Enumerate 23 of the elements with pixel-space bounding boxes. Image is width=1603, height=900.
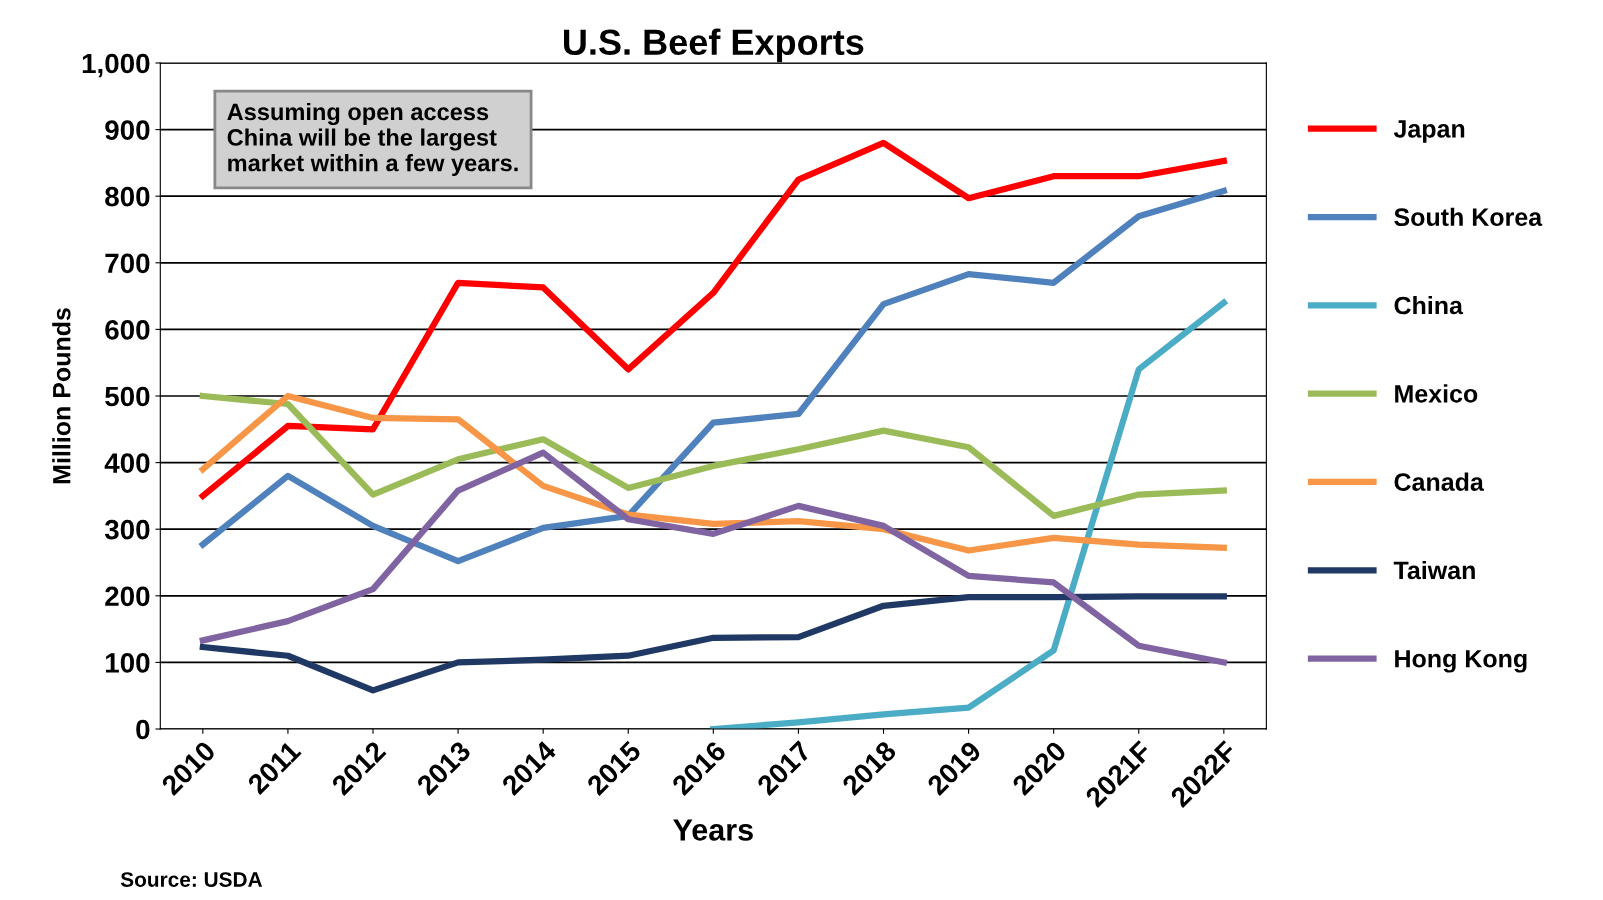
y-axis-title: Million Pounds <box>52 308 71 484</box>
y-tick-label: 1,000 <box>82 53 150 78</box>
legend-label: Hong Kong <box>1395 650 1527 673</box>
y-tick-label: 300 <box>104 519 150 540</box>
legend-label: Japan <box>1393 120 1465 143</box>
legend-label: South Korea <box>1394 207 1543 227</box>
y-tick-label: 500 <box>105 386 150 407</box>
legend-label: Canada <box>1394 472 1484 491</box>
y-tick-label: 400 <box>104 453 150 473</box>
y-tick-label: 100 <box>105 653 150 673</box>
y-tick-label: 200 <box>105 586 150 607</box>
y-tick-label: 0 <box>136 719 150 740</box>
y-tick-label: 600 <box>105 320 150 340</box>
legend-label: China <box>1394 295 1464 315</box>
legend-label: Mexico <box>1395 384 1478 403</box>
legend-label: Taiwan <box>1393 560 1475 580</box>
y-tick-label: 700 <box>105 253 150 274</box>
annotation: Assuming open access China will be the largest market within a few years. <box>227 102 518 177</box>
x-axis-title: Years <box>673 819 753 841</box>
y-tick-label: 900 <box>105 120 150 140</box>
y-tick-label: 800 <box>105 186 150 207</box>
chart-title: U.S. Beef Exports <box>564 28 864 63</box>
source-note: Source: USDA <box>120 872 263 887</box>
